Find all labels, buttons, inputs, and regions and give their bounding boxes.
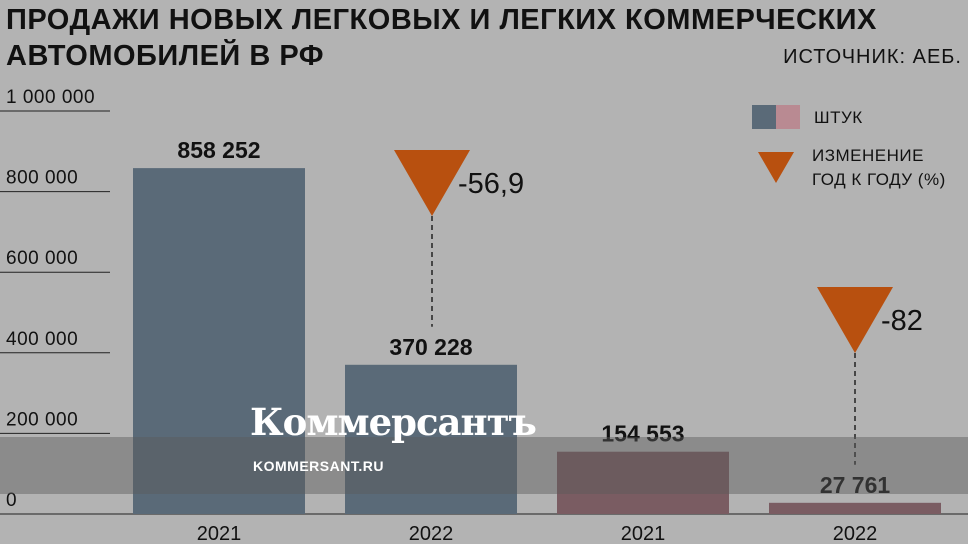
x-tick-label: 2021 bbox=[621, 523, 666, 544]
change-label: -56,9 bbox=[458, 168, 524, 200]
bar bbox=[557, 451, 729, 514]
legend-units-label: ШТУК bbox=[814, 108, 863, 127]
legend-swatch-pink bbox=[776, 105, 800, 129]
change-label: -82 bbox=[881, 305, 923, 337]
bar bbox=[133, 168, 305, 514]
y-tick-label: 200 000 bbox=[6, 409, 78, 430]
watermark-logo: Коммерсантъ bbox=[250, 400, 537, 444]
bar-value-label: 370 228 bbox=[389, 334, 472, 360]
watermark-band bbox=[0, 437, 968, 494]
change-triangle-icon bbox=[394, 150, 470, 216]
x-tick-label: 2022 bbox=[833, 523, 878, 544]
watermark-url: KOMMERSANT.RU bbox=[253, 458, 384, 474]
bar-value-label: 154 553 bbox=[601, 421, 684, 447]
bar bbox=[769, 502, 941, 514]
legend-change-label-2: ГОД К ГОДУ (%) bbox=[812, 170, 946, 189]
legend-swatch-blue bbox=[752, 105, 776, 129]
chart-title: ПРОДАЖИ НОВЫХ ЛЕГКОВЫХ И ЛЕГКИХ КОММЕРЧЕ… bbox=[6, 4, 877, 72]
legend-change-icon bbox=[758, 152, 794, 183]
y-tick-label: 1 000 000 bbox=[6, 87, 95, 108]
bar-value-label: 858 252 bbox=[177, 137, 260, 163]
legend-units-swatch bbox=[752, 105, 800, 129]
y-tick-label: 600 000 bbox=[6, 248, 78, 269]
bar-value-label: 27 761 bbox=[820, 472, 891, 498]
legend-change-label-1: ИЗМЕНЕНИЕ bbox=[812, 146, 924, 165]
y-tick-label: 0 bbox=[6, 490, 17, 511]
x-tick-label: 2022 bbox=[409, 523, 454, 544]
source-note: ИСТОЧНИК: АЕБ. bbox=[783, 46, 962, 68]
change-triangle-icon bbox=[817, 287, 893, 353]
bar bbox=[345, 364, 517, 514]
y-tick-label: 400 000 bbox=[6, 329, 78, 350]
y-tick-label: 800 000 bbox=[6, 168, 78, 189]
x-tick-label: 2021 bbox=[197, 523, 242, 544]
